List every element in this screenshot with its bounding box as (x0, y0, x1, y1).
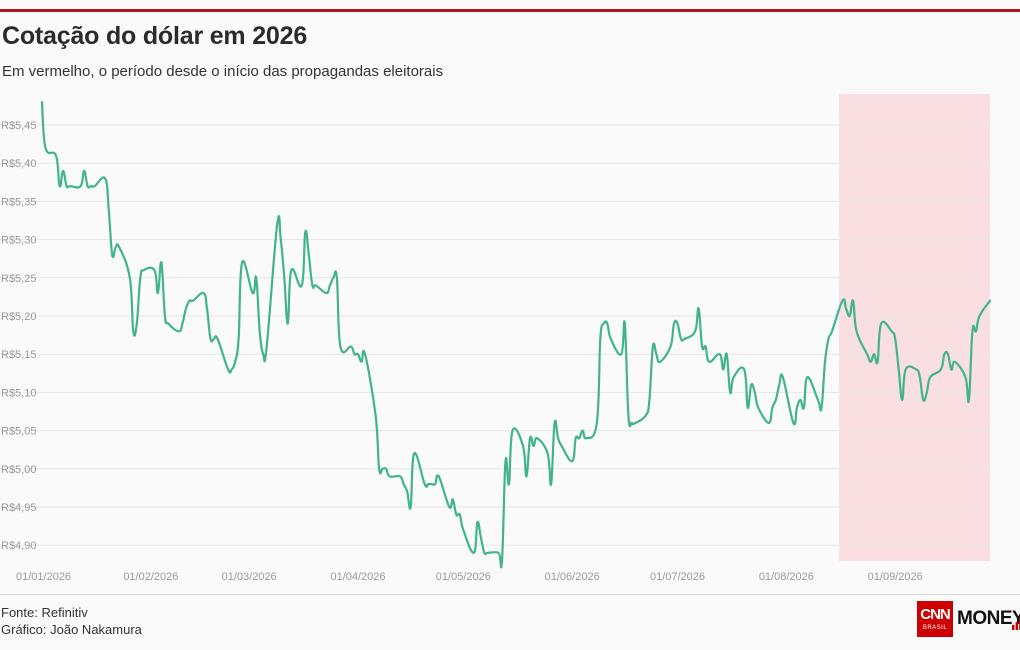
highlight-band (839, 94, 990, 561)
x-tick-label: 01/01/2026 (16, 571, 71, 583)
credit-text: Gráfico: João Nakamura (1, 622, 142, 637)
chart-subtitle: Em vermelho, o período desde o início da… (2, 63, 444, 80)
x-tick-label: 01/05/2026 (436, 571, 491, 583)
y-tick-label: R$4,95 (1, 502, 36, 514)
x-tick-label: 01/08/2026 (759, 571, 814, 583)
y-tick-label: R$5,15 (1, 349, 36, 361)
x-tick-label: 01/09/2026 (868, 571, 923, 583)
cnn-logo-text: CNN (920, 606, 951, 623)
top-accent-bar (0, 9, 1020, 12)
footer-source: Fonte: Refinitiv Gráfico: João Nakamura (1, 604, 142, 638)
x-tick-label: 01/06/2026 (545, 571, 600, 583)
source-text: Fonte: Refinitiv (1, 605, 88, 620)
series-line (40, 101, 992, 569)
line-chart: R$5,45 R$5,40 R$5,35 R$5,30 R$5,25 R$5,20 R$5,… (0, 94, 992, 583)
x-tick-label: 01/02/2026 (123, 571, 178, 583)
x-tick-label: 01/07/2026 (650, 571, 705, 583)
cnn-logo-box: CNN BRASIL (917, 601, 953, 637)
y-tick-label: R$5,20 (1, 311, 36, 323)
bars-icon (1012, 618, 1020, 630)
y-tick-label: R$5,05 (1, 426, 36, 438)
y-tick-label: R$5,00 (1, 464, 36, 476)
money-logo-text: MONEY (957, 608, 1020, 629)
y-tick-label: R$5,30 (1, 235, 36, 247)
y-tick-label: R$5,25 (1, 273, 36, 285)
y-tick-label: R$5,10 (1, 387, 36, 399)
x-tick-label: 01/03/2026 (222, 571, 277, 583)
x-tick-label: 01/04/2026 (330, 571, 385, 583)
y-tick-label: R$5,45 (1, 120, 36, 132)
y-tick-label: R$5,35 (1, 196, 36, 208)
y-tick-label: R$4,90 (1, 540, 36, 552)
footer-divider (0, 594, 1020, 595)
brasil-logo-text: BRASIL (922, 625, 948, 631)
y-tick-label: R$5,40 (1, 158, 36, 170)
chart-title: Cotação do dólar em 2026 (2, 22, 308, 50)
